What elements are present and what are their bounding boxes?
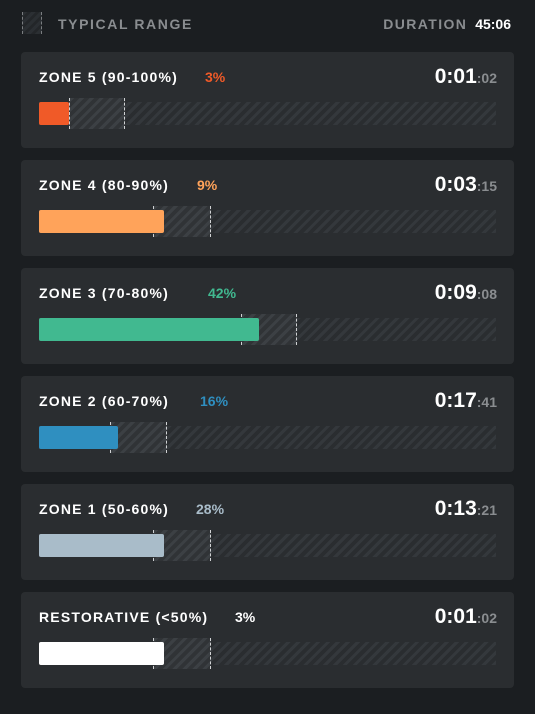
zone-time-main: 0:01 — [434, 605, 477, 628]
zone-name: ZONE 4 (80-90%) — [39, 177, 170, 193]
zone-time: 0:17:41 — [435, 389, 497, 413]
zone-time-main: 0:17 — [434, 389, 477, 412]
zone-time: 0:01:02 — [435, 605, 497, 629]
typical-range-marker — [69, 98, 125, 129]
zone-name: ZONE 1 (50-60%) — [39, 501, 170, 517]
zone-track — [39, 98, 496, 129]
zone-card: ZONE 4 (80-90%) 9% 0:03:15 — [21, 160, 514, 256]
zone-fill-bar — [39, 426, 118, 449]
zone-time: 0:09:08 — [435, 281, 497, 305]
zone-percent: 28% — [196, 501, 225, 517]
zone-percent: 3% — [205, 69, 226, 85]
zone-time-seconds: :02 — [476, 70, 497, 86]
zone-time-seconds: :15 — [476, 178, 497, 194]
zone-card: ZONE 1 (50-60%) 28% 0:13:21 — [21, 484, 514, 580]
zone-track — [39, 206, 496, 237]
header: TYPICAL RANGE DURATION 45:06 — [0, 0, 535, 48]
zone-name: ZONE 5 (90-100%) — [39, 69, 179, 85]
zone-name: ZONE 2 (60-70%) — [39, 393, 170, 409]
zone-percent: 42% — [208, 285, 237, 301]
duration: DURATION 45:06 — [383, 16, 511, 32]
zone-name: ZONE 3 (70-80%) — [39, 285, 170, 301]
zone-fill-bar — [39, 642, 164, 665]
zone-time-seconds: :08 — [476, 286, 497, 302]
zone-fill-bar — [39, 210, 164, 233]
zone-time-seconds: :02 — [476, 610, 497, 626]
zone-time-main: 0:01 — [434, 65, 477, 88]
zone-name: RESTORATIVE (<50%) — [39, 609, 209, 625]
zone-time-main: 0:09 — [434, 281, 477, 304]
zone-percent: 3% — [235, 609, 256, 625]
zone-time-seconds: :21 — [476, 502, 497, 518]
typical-range-marker — [110, 422, 167, 453]
zone-track — [39, 314, 496, 345]
zone-track — [39, 530, 496, 561]
duration-value: 45:06 — [475, 16, 511, 32]
zone-time: 0:03:15 — [435, 173, 497, 197]
zone-card: ZONE 2 (60-70%) 16% 0:17:41 — [21, 376, 514, 472]
zone-percent: 9% — [197, 177, 218, 193]
duration-label: DURATION — [383, 16, 468, 32]
zone-fill-bar — [39, 318, 259, 341]
zone-time-main: 0:03 — [434, 173, 477, 196]
zone-track — [39, 638, 496, 669]
zone-time-seconds: :41 — [476, 394, 497, 410]
zone-time-main: 0:13 — [434, 497, 477, 520]
zone-time: 0:01:02 — [435, 65, 497, 89]
typical-range-swatch-icon — [22, 12, 42, 34]
zone-time: 0:13:21 — [435, 497, 497, 521]
zone-card: RESTORATIVE (<50%) 3% 0:01:02 — [21, 592, 514, 688]
zone-card: ZONE 5 (90-100%) 3% 0:01:02 — [21, 52, 514, 148]
zone-track — [39, 422, 496, 453]
zone-card: ZONE 3 (70-80%) 42% 0:09:08 — [21, 268, 514, 364]
zone-fill-bar — [39, 102, 69, 125]
zone-fill-bar — [39, 534, 164, 557]
zone-percent: 16% — [200, 393, 229, 409]
legend-label: TYPICAL RANGE — [58, 16, 193, 32]
